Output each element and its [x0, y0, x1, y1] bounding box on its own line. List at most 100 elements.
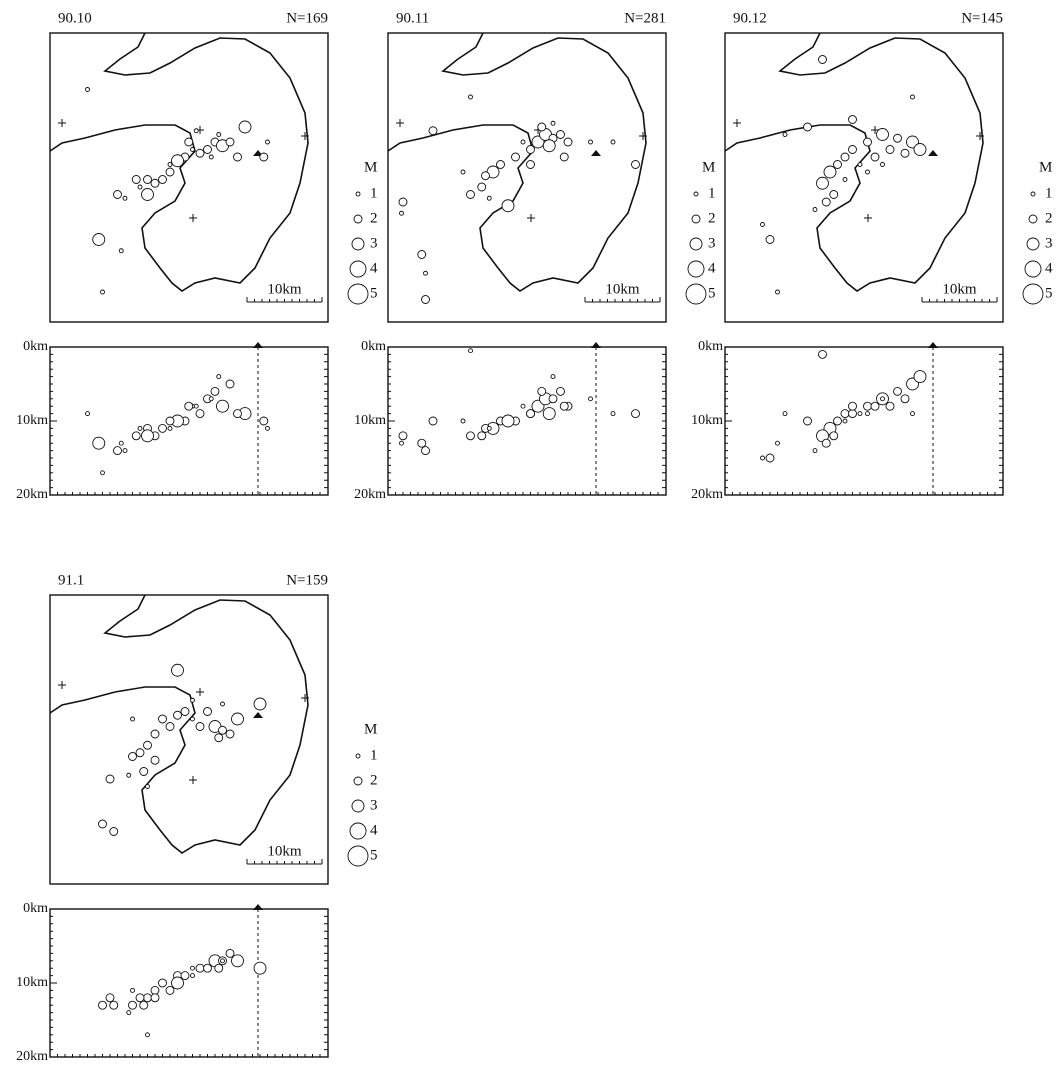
- legend-symbol: [353, 214, 363, 224]
- hypocenter: [208, 396, 214, 402]
- epicenter: [876, 128, 889, 141]
- epicenter: [145, 784, 150, 789]
- epicenter: [829, 190, 839, 199]
- epicenter: [496, 160, 505, 169]
- hypocenter: [900, 394, 910, 404]
- scale-bar: [246, 859, 323, 865]
- hypocenter: [225, 379, 235, 389]
- legend-symbol: [347, 283, 369, 305]
- scale-bar-label: 10km: [267, 281, 302, 297]
- hypocenter: [782, 411, 788, 417]
- epicenter: [526, 145, 535, 154]
- epicenter: [253, 697, 267, 711]
- hypocenter: [158, 978, 167, 988]
- panel: 90.12 N=145 10km 0km 10km 20km M 1 2 3 4 5: [691, 10, 1053, 502]
- volcano-marker: [591, 342, 601, 348]
- epicenter: [165, 167, 175, 177]
- depth-section: 0km 10km 20km: [691, 339, 1004, 502]
- hypocenter: [85, 411, 90, 417]
- epicenter: [466, 190, 475, 199]
- hypocenter: [195, 963, 205, 973]
- depth-tick-label: 20km: [354, 487, 386, 502]
- hypocenter: [216, 374, 222, 380]
- hypocenter: [220, 958, 225, 964]
- epicenter: [910, 94, 915, 100]
- legend-label: 2: [370, 210, 378, 226]
- hypocenter: [265, 425, 270, 431]
- epicenter: [893, 133, 902, 143]
- legend-symbol: [685, 283, 707, 305]
- hypocenter: [421, 446, 430, 456]
- legend-label: 4: [370, 822, 378, 838]
- legend-label: 1: [370, 747, 378, 763]
- epicenter: [816, 176, 829, 190]
- epicenter: [180, 707, 190, 716]
- hypocenter: [870, 401, 880, 411]
- hypocenter: [100, 470, 105, 476]
- panel-title: 90.12: [733, 10, 767, 26]
- hypocenter: [486, 425, 492, 431]
- scale-bar: [921, 297, 998, 303]
- epicenter: [559, 152, 569, 162]
- hypocenter: [501, 414, 515, 428]
- hypocenter: [193, 403, 199, 409]
- event-count: N=145: [961, 10, 1003, 26]
- epicenter: [865, 169, 870, 175]
- epicenter: [833, 160, 842, 169]
- legend-symbol: [353, 776, 363, 786]
- legend-label: 4: [370, 260, 378, 276]
- epicenter: [173, 710, 182, 720]
- hypocenter: [588, 396, 593, 402]
- hypocenter: [165, 985, 175, 995]
- panel: 91.1 N=159 10km 0km 10km 20km M 1 2 3 4 5: [16, 572, 378, 1064]
- legend-symbol: [1024, 260, 1042, 278]
- legend: M 1 2 3 4 5: [685, 159, 716, 305]
- epicenter: [782, 132, 788, 137]
- legend-label: 3: [370, 797, 378, 813]
- volcano-marker: [253, 904, 263, 910]
- depth-frame: [724, 346, 1004, 496]
- hypocenter: [135, 993, 145, 1003]
- hypocenter: [109, 1000, 119, 1010]
- hypocenter: [550, 374, 556, 380]
- hypocenter: [863, 401, 872, 411]
- legend-symbol: [1028, 214, 1038, 224]
- depth-tick-label: 20km: [691, 487, 723, 502]
- hypocenter: [210, 386, 220, 396]
- legend: M 1 2 3 4 5: [347, 721, 378, 867]
- hypocenter: [145, 1032, 150, 1038]
- hypocenter: [610, 411, 616, 417]
- legend-symbol: [691, 214, 701, 224]
- epicenter: [870, 152, 880, 162]
- epicenter: [765, 235, 775, 244]
- hypocenter: [842, 418, 848, 424]
- hypocenter: [885, 401, 895, 411]
- hypocenter: [848, 401, 857, 411]
- epicenter: [880, 162, 885, 167]
- epicenter: [126, 772, 132, 778]
- hypocenter: [631, 409, 640, 419]
- epicenter: [135, 748, 145, 758]
- hypocenter: [833, 416, 842, 426]
- legend-label: 4: [1045, 260, 1053, 276]
- epicenter: [537, 122, 547, 132]
- panel-title: 90.10: [58, 10, 92, 26]
- minor-ticks: [388, 353, 666, 495]
- epicenter: [421, 295, 430, 304]
- epicenter: [203, 707, 212, 716]
- hypocenter: [829, 431, 839, 441]
- hypocenter: [126, 1010, 132, 1016]
- hypocenter: [398, 431, 408, 441]
- hypocenter: [190, 973, 195, 979]
- epicenter: [588, 139, 593, 145]
- depth-tick-label: 20km: [16, 1049, 48, 1064]
- legend-title: M: [364, 159, 377, 175]
- legend-symbol: [349, 822, 367, 840]
- hypocenter: [128, 1000, 137, 1010]
- legend-symbol: [687, 260, 705, 278]
- hypocenter: [171, 976, 184, 990]
- epicenter: [885, 145, 895, 154]
- hypocenter: [165, 416, 175, 426]
- epicenter: [225, 729, 235, 739]
